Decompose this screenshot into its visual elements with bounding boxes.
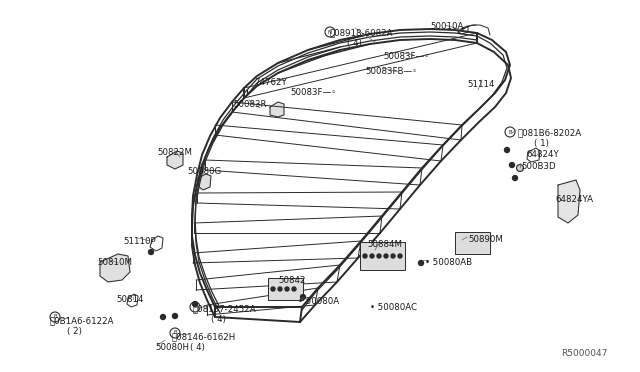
Circle shape xyxy=(377,254,381,258)
Circle shape xyxy=(391,254,395,258)
Polygon shape xyxy=(270,102,284,117)
Polygon shape xyxy=(100,254,130,282)
Text: 64824YA: 64824YA xyxy=(555,195,593,204)
Text: 50010A: 50010A xyxy=(430,22,463,31)
Circle shape xyxy=(50,312,60,322)
Circle shape xyxy=(285,287,289,291)
Circle shape xyxy=(504,148,509,153)
Text: 50083F—◦: 50083F—◦ xyxy=(383,52,429,61)
Text: 50083R: 50083R xyxy=(233,100,266,109)
Text: ( 4): ( 4) xyxy=(211,315,226,324)
Text: N: N xyxy=(328,29,332,35)
Circle shape xyxy=(384,254,388,258)
Circle shape xyxy=(505,127,515,137)
Text: 50884M: 50884M xyxy=(367,240,402,249)
Circle shape xyxy=(271,287,275,291)
Text: 64824Y: 64824Y xyxy=(526,150,559,159)
Text: 50810M: 50810M xyxy=(97,258,132,267)
Text: 50890M: 50890M xyxy=(468,235,503,244)
Text: 50822M: 50822M xyxy=(157,148,192,157)
Text: ( 2): ( 2) xyxy=(67,327,82,336)
Text: Ⓑ081B6-8202A: Ⓑ081B6-8202A xyxy=(518,128,582,137)
Text: • 50080AB: • 50080AB xyxy=(425,258,472,267)
Text: 50814: 50814 xyxy=(116,295,143,304)
Text: Ⓐ0B1A6-6122A: Ⓐ0B1A6-6122A xyxy=(50,316,115,325)
Polygon shape xyxy=(558,180,580,223)
Circle shape xyxy=(398,254,402,258)
Polygon shape xyxy=(198,174,211,190)
Text: B: B xyxy=(508,129,512,135)
Circle shape xyxy=(513,176,518,180)
Text: B: B xyxy=(53,314,57,320)
Text: ( 4): ( 4) xyxy=(347,39,362,48)
Text: 50083FB—◦: 50083FB—◦ xyxy=(365,67,417,76)
Circle shape xyxy=(190,302,200,312)
Text: ( 4): ( 4) xyxy=(190,343,205,352)
Circle shape xyxy=(161,314,166,320)
Text: 50083F—◦: 50083F—◦ xyxy=(290,88,336,97)
Bar xyxy=(360,242,405,270)
Circle shape xyxy=(370,254,374,258)
Text: 50080H: 50080H xyxy=(155,343,189,352)
Text: ⓝ08918-6082A: ⓝ08918-6082A xyxy=(330,28,394,37)
Text: 51110P: 51110P xyxy=(123,237,156,246)
Circle shape xyxy=(325,27,335,37)
Text: • 50080A: • 50080A xyxy=(298,297,339,306)
Text: 74762Y: 74762Y xyxy=(254,78,287,87)
Bar xyxy=(455,232,490,254)
Text: B: B xyxy=(173,330,177,336)
Text: 50842: 50842 xyxy=(278,276,305,285)
Circle shape xyxy=(301,295,305,299)
Bar xyxy=(268,278,303,300)
Circle shape xyxy=(148,250,154,254)
Circle shape xyxy=(278,287,282,291)
Circle shape xyxy=(509,163,515,167)
Text: • 50080AC: • 50080AC xyxy=(370,303,417,312)
Text: B: B xyxy=(193,305,197,310)
Circle shape xyxy=(173,314,177,318)
Circle shape xyxy=(363,254,367,258)
Text: R5000047: R5000047 xyxy=(562,349,608,358)
Text: 51114: 51114 xyxy=(467,80,495,89)
Text: ( 1): ( 1) xyxy=(534,139,549,148)
Text: 500B3D: 500B3D xyxy=(521,162,556,171)
Circle shape xyxy=(419,260,424,266)
Text: 50080G: 50080G xyxy=(187,167,221,176)
Circle shape xyxy=(292,287,296,291)
Text: Ⓐ08146-6162H: Ⓐ08146-6162H xyxy=(172,332,236,341)
Circle shape xyxy=(193,301,198,307)
Polygon shape xyxy=(167,151,183,169)
Text: Ⓑ08137-2452A: Ⓑ08137-2452A xyxy=(193,304,257,313)
Circle shape xyxy=(170,328,180,338)
Circle shape xyxy=(516,164,524,171)
